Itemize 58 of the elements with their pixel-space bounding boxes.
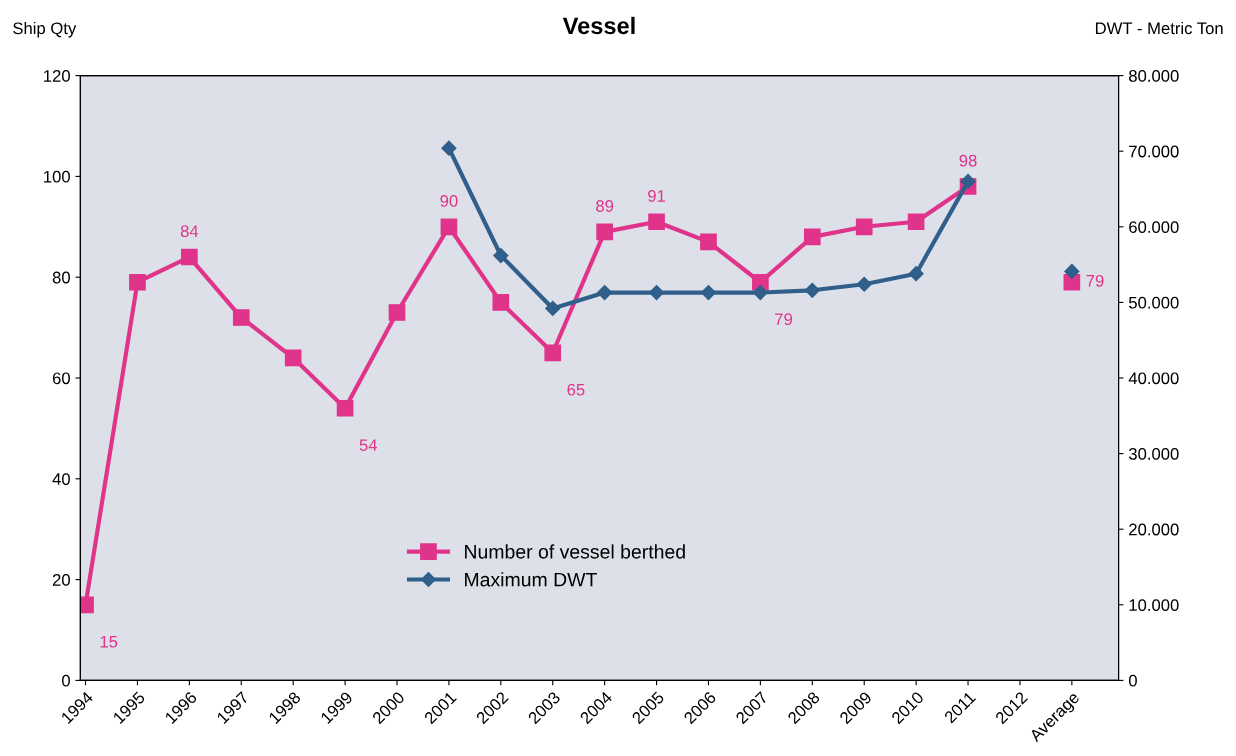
y-tick-label: 40 xyxy=(52,473,70,485)
data-label: 65 xyxy=(567,383,585,396)
y2-tick-label: 30.000 xyxy=(1128,448,1179,460)
point xyxy=(232,309,250,326)
data-label: 84 xyxy=(180,225,199,238)
y2-tick-label: 80.000 xyxy=(1129,70,1179,82)
point xyxy=(129,273,146,291)
y-tick-label: 60 xyxy=(52,372,70,385)
point xyxy=(856,276,872,292)
point xyxy=(700,285,717,301)
y-tick-label: 20 xyxy=(52,574,70,586)
data-label: 91 xyxy=(648,190,666,202)
point xyxy=(493,247,509,264)
point xyxy=(284,349,302,367)
point xyxy=(648,213,665,231)
point xyxy=(907,213,925,231)
y2-tick-label: 10.000 xyxy=(1129,599,1179,611)
y2-tick-label: 0 xyxy=(1128,674,1137,687)
point xyxy=(803,228,821,246)
data-label: 54 xyxy=(359,439,378,452)
point xyxy=(441,140,457,156)
data-label: 79 xyxy=(1086,274,1104,287)
data-label: 15 xyxy=(100,635,118,648)
point xyxy=(700,233,717,251)
y2-axis-title: DWT - Metric Ton xyxy=(1095,21,1223,35)
data-label: 89 xyxy=(596,200,614,212)
point xyxy=(440,218,458,236)
point xyxy=(804,282,820,298)
y-tick-label: 80 xyxy=(52,271,70,284)
data-label: 90 xyxy=(440,195,458,207)
point xyxy=(544,344,562,362)
y2-tick-label: 70.000 xyxy=(1129,145,1179,158)
point xyxy=(545,300,561,317)
legend-label: Maximum DWT xyxy=(465,572,597,587)
point xyxy=(960,173,976,190)
y-tick-label: 100 xyxy=(44,170,70,183)
point xyxy=(388,304,406,321)
y-tick-label: 120 xyxy=(44,70,70,82)
y2-tick-label: 20.000 xyxy=(1129,523,1179,536)
point xyxy=(855,218,873,236)
point xyxy=(181,248,198,266)
point xyxy=(908,266,924,282)
point xyxy=(1064,263,1080,279)
y2-tick-label: 60.000 xyxy=(1129,221,1179,233)
legend-label: Number of vessel berthed xyxy=(465,544,685,559)
y-tick-label: 0 xyxy=(62,674,70,687)
data-label: 79 xyxy=(775,313,793,326)
y2-tick-label: 40.000 xyxy=(1128,372,1179,385)
point xyxy=(752,285,768,301)
point xyxy=(492,294,510,311)
point xyxy=(597,285,613,301)
y2-tick-label: 50.000 xyxy=(1128,296,1179,309)
data-label: 98 xyxy=(959,154,977,167)
chart-title: Vessel xyxy=(562,16,635,35)
point xyxy=(596,223,613,241)
point xyxy=(336,399,354,417)
y-axis-title: Ship Qty xyxy=(13,21,77,38)
point xyxy=(648,285,665,301)
